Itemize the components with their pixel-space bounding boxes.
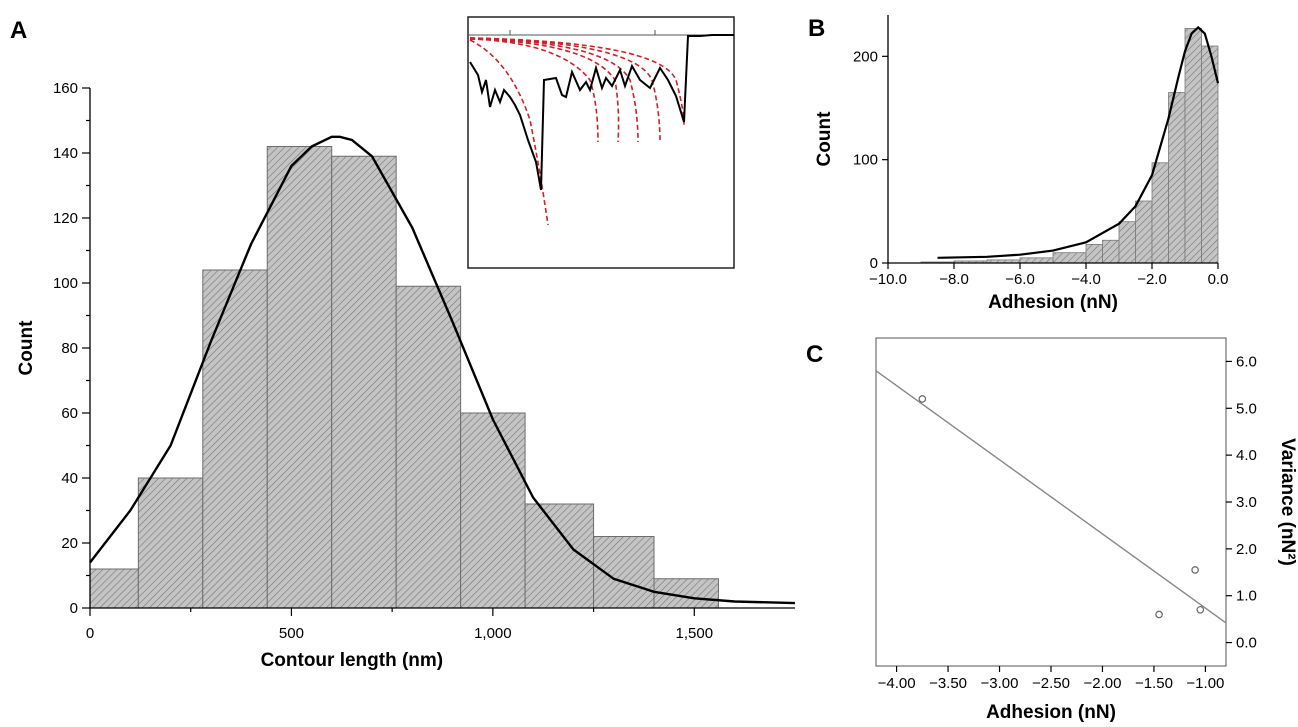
panel-b-x-tick-label-2: −6.0 <box>1005 271 1035 288</box>
panel-b-bar-8 <box>1135 200 1153 264</box>
panel-b-bar-7 <box>1118 221 1136 264</box>
panel-label-c: C <box>806 341 823 368</box>
panel-a-y-tick-label-7: 140 <box>53 145 78 162</box>
panel-c-fit-line <box>875 370 1227 624</box>
panel-b-histogram: 0 100 200 −10.0 −8.0 −6.0 −4.0 −2.0 0.0 Adhesion… <box>814 15 1228 313</box>
panel-a-y-tick-label-1: 20 <box>61 535 78 552</box>
panel-b-bar-6 <box>1102 239 1120 264</box>
panel-b-axes: 0 100 200 −10.0 −8.0 −6.0 −4.0 −2.0 0.0 <box>853 15 1228 288</box>
panel-c-y-tick-label-2: 2.0 <box>1236 541 1257 558</box>
panel-a-y-tick-label-0: 0 <box>70 600 78 617</box>
panel-b-x-tick-label-3: −4.0 <box>1071 271 1101 288</box>
inset-force-curve <box>469 34 734 191</box>
panel-c-y-tick-label-3: 3.0 <box>1236 494 1257 511</box>
panel-a-x-tick-label-3: 1,500 <box>676 625 714 642</box>
panel-a-y-tick-label-6: 120 <box>53 210 78 227</box>
inset-fit-1 <box>469 39 549 226</box>
panel-a-x-tick-label-1: 500 <box>279 625 304 642</box>
panel-b-y-tick-label-1: 100 <box>853 152 878 169</box>
panel-b-bar-12 <box>1201 45 1219 264</box>
panel-b-y-tick-label-2: 200 <box>853 48 878 65</box>
panel-c-y-tick-label-1: 1.0 <box>1236 588 1257 605</box>
panel-b-bar-4 <box>1052 252 1087 264</box>
panel-label-b: B <box>808 15 825 42</box>
panel-b-x-tick-label-1: −8.0 <box>939 271 969 288</box>
inset-fit-lines <box>469 37 685 226</box>
panel-c-point-2 <box>1191 566 1199 574</box>
panel-c-x-tick-label-6: −1.00 <box>1186 675 1224 692</box>
panel-a-x-axis-title: Contour length (nm) <box>261 650 444 671</box>
panel-c-y-tick-label-5: 5.0 <box>1236 400 1257 417</box>
panel-a-bar-2 <box>202 269 268 609</box>
panel-a-fit-curve <box>89 135 796 605</box>
panel-c-x-tick-label-1: −3.50 <box>929 675 967 692</box>
panel-a-inset-force-curve <box>467 16 735 269</box>
panel-a-bar-4 <box>331 155 397 609</box>
panel-b-x-tick-label-0: −10.0 <box>869 271 907 288</box>
panel-a-bar-0 <box>89 568 139 609</box>
panel-a-bar-1 <box>137 477 204 609</box>
inset-frame <box>467 16 735 269</box>
panel-a-bars <box>89 146 719 609</box>
inset-fit-2 <box>469 38 599 143</box>
panel-a-y-tick-label-2: 40 <box>61 470 78 487</box>
panel-c-x-tick-label-2: −3.00 <box>981 675 1019 692</box>
panel-b-bar-11 <box>1184 28 1202 264</box>
panel-b-bar-10 <box>1168 92 1186 264</box>
panel-b-bar-3 <box>1019 257 1054 264</box>
panel-a-histogram: 0 20 40 60 80 100 120 140 160 0 500 1,000 1,500 Cont… <box>16 16 796 671</box>
panel-c-y-tick-label-6: 6.0 <box>1236 353 1257 370</box>
panel-a-bar-3 <box>266 146 333 609</box>
panel-b-x-axis-title: Adhesion (nN) <box>988 292 1118 313</box>
panel-c-y-tick-label-0: 0.0 <box>1236 635 1257 652</box>
panel-b-x-tick-label-5: 0.0 <box>1208 271 1229 288</box>
panel-b-fit-curve <box>937 25 1220 259</box>
panel-b-y-axis-title: Count <box>814 111 835 167</box>
panel-c-point-1 <box>1155 610 1163 619</box>
panel-c-point-3 <box>1196 605 1205 614</box>
panel-a-bar-6 <box>460 412 526 609</box>
panel-c-y-axis-title: Variance (nN²) <box>1277 438 1298 566</box>
panel-a-y-tick-label-5: 100 <box>53 275 78 292</box>
panel-b-bars <box>920 28 1219 264</box>
panel-c-points <box>918 395 1205 619</box>
panel-c-axes: 0.0 1.0 2.0 3.0 4.0 5.0 6.0 −4.00 −3.50 −3.00 −2.5… <box>875 337 1257 692</box>
panel-a-y-tick-label-4: 80 <box>61 340 78 357</box>
panel-c-point-0 <box>918 395 927 403</box>
panel-c-x-tick-label-5: −1.50 <box>1135 675 1173 692</box>
panel-b-x-tick-label-4: −2.0 <box>1137 271 1167 288</box>
inset-fit-4 <box>469 37 639 143</box>
panel-a-bar-8 <box>593 536 655 609</box>
panel-a-x-tick-label-2: 1,000 <box>474 625 512 642</box>
panel-c-y-tick-label-4: 4.0 <box>1236 447 1257 464</box>
panel-c-x-tick-label-4: −2.00 <box>1083 675 1121 692</box>
panel-c-x-tick-label-3: −2.50 <box>1032 675 1070 692</box>
panel-b-bar-9 <box>1151 162 1169 264</box>
inset-fit-5 <box>469 37 661 143</box>
panel-a-y-axis-title: Count <box>16 320 37 376</box>
panel-a-y-tick-label-8: 160 <box>53 80 78 97</box>
panel-c-plot-frame <box>875 337 1227 667</box>
panel-a-y-tick-label-3: 60 <box>61 405 78 422</box>
panel-c-x-tick-label-0: −4.00 <box>878 675 916 692</box>
panel-c-scatter: 0.0 1.0 2.0 3.0 4.0 5.0 6.0 −4.00 −3.50 −3.00 −2.5… <box>875 337 1298 723</box>
panel-a-axes: 0 20 40 60 80 100 120 140 160 0 500 1,000 1,500 <box>53 80 795 642</box>
inset-fit-3 <box>469 38 620 143</box>
panel-b-y-tick-label-0: 0 <box>870 255 878 272</box>
panel-a-bar-5 <box>395 285 462 609</box>
panel-c-x-axis-title: Adhesion (nN) <box>986 702 1116 723</box>
panel-b-bar-5 <box>1085 243 1103 264</box>
panel-label-a: A <box>10 17 27 44</box>
panel-a-x-tick-label-0: 0 <box>86 625 94 642</box>
